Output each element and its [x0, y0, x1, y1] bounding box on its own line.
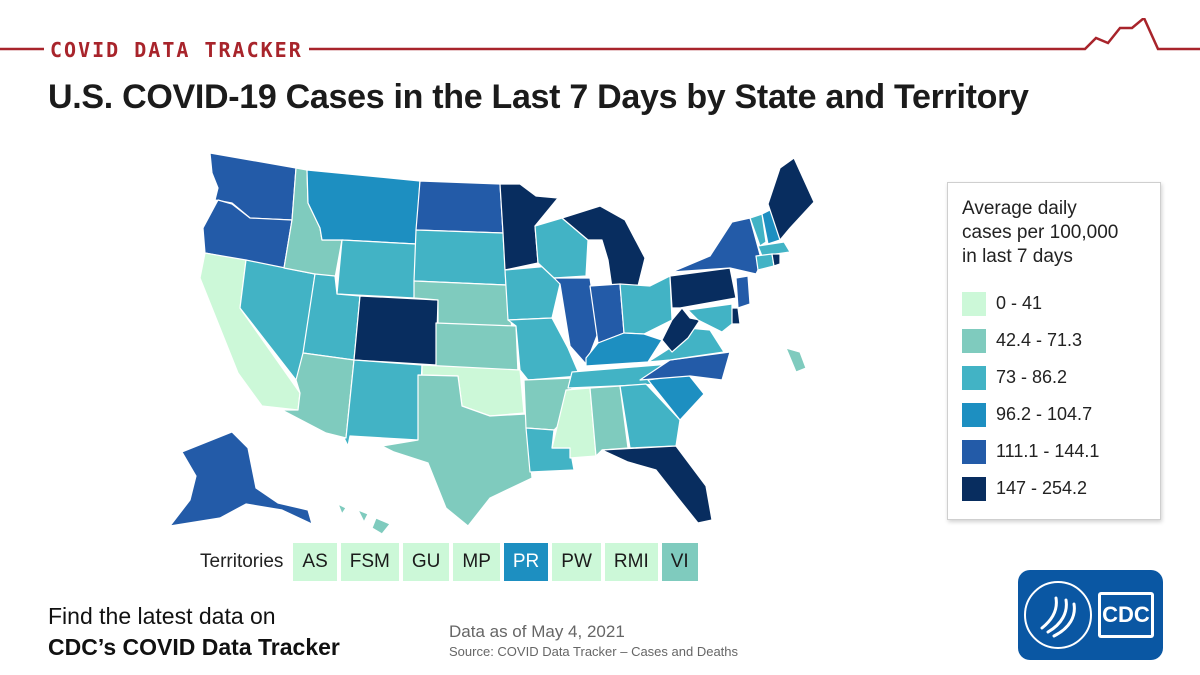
territory-MP[interactable]: MP — [453, 543, 500, 581]
legend-swatch — [962, 365, 986, 390]
legend-label: 147 - 254.2 — [996, 478, 1088, 498]
territories-title: Territories — [200, 551, 284, 572]
legend-item: 147 - 254.2 — [962, 470, 1146, 507]
state-GA[interactable] — [619, 383, 681, 449]
legend-title-line: cases per 100,000 — [962, 222, 1119, 243]
state-CO[interactable] — [353, 295, 439, 366]
state-KY[interactable] — [585, 332, 663, 367]
state-MD[interactable] — [687, 303, 733, 333]
legend-label: 73 - 86.2 — [996, 367, 1068, 387]
promo-line-2[interactable]: CDC’s COVID Data Tracker — [48, 634, 340, 660]
state-HI[interactable] — [337, 503, 347, 515]
us-choropleth-map — [150, 148, 940, 538]
legend-swatch — [962, 476, 986, 501]
cdc-logo-text: CDC — [1102, 602, 1150, 627]
data-source: Source: COVID Data Tracker – Cases and D… — [449, 644, 739, 659]
legend-swatch — [962, 328, 986, 353]
territory-FSM[interactable]: FSM — [340, 543, 399, 581]
state-TX[interactable] — [381, 374, 533, 527]
hhs-eagle-icon — [1040, 596, 1076, 638]
state-WY[interactable] — [336, 239, 417, 299]
cdc-logo: CDC — [1018, 570, 1163, 660]
legend-swatch — [962, 291, 986, 316]
hhs-seal-icon — [1024, 581, 1092, 649]
state-NJ[interactable] — [735, 275, 751, 309]
state-PA[interactable] — [669, 267, 737, 309]
territory-PR[interactable]: PR — [503, 543, 549, 581]
cdc-box-inner — [1101, 595, 1151, 635]
data-as-of: Data as of May 4, 2021 — [449, 622, 625, 641]
territory-VI[interactable]: VI — [661, 543, 698, 581]
state-VT[interactable] — [749, 213, 767, 247]
legend-label: 111.1 - 144.1 — [996, 441, 1100, 461]
promo-line-1: Find the latest data on — [48, 603, 276, 629]
legend-title-line: Average daily — [962, 198, 1077, 219]
territory-AS[interactable]: AS — [293, 543, 337, 581]
legend-label: 42.4 - 71.3 — [996, 330, 1083, 350]
state-HI-3[interactable] — [371, 517, 391, 535]
state-RI[interactable] — [771, 253, 781, 267]
territory-PW[interactable]: PW — [552, 543, 601, 581]
legend-item: 0 - 41 — [962, 285, 1146, 322]
state-AK[interactable] — [169, 431, 313, 527]
cdc-logo-svg: CDC — [1024, 581, 1154, 649]
state-KS[interactable] — [435, 322, 519, 374]
legend-label: 96.2 - 104.7 — [996, 404, 1093, 424]
legend-item: 96.2 - 104.7 — [962, 396, 1146, 433]
page-title: U.S. COVID-19 Cases in the Last 7 Days b… — [48, 78, 1029, 116]
legend: Average daily cases per 100,000 in last … — [947, 182, 1161, 520]
header-trend-line — [0, 18, 1200, 51]
state-MA[interactable] — [757, 241, 791, 257]
legend-title-line: in last 7 days — [962, 246, 1073, 267]
legend-item: 111.1 - 144.1 — [962, 433, 1146, 470]
state-WV[interactable] — [661, 307, 701, 353]
legend-swatch — [962, 402, 986, 427]
territories-row: Territories AS FSM GU MP PR PW RMI VI — [200, 543, 702, 581]
state-ND[interactable] — [415, 180, 504, 234]
legend-title: Average daily cases per 100,000 in last … — [962, 197, 1146, 269]
territory-RMI[interactable]: RMI — [604, 543, 658, 581]
state-HI-2[interactable] — [357, 509, 369, 523]
state-FL[interactable] — [601, 445, 713, 524]
state-NC[interactable] — [639, 351, 731, 381]
state-ME[interactable] — [767, 157, 815, 241]
state-CT[interactable] — [755, 253, 775, 271]
state-DC-marker — [785, 347, 807, 373]
state-MT[interactable] — [306, 169, 421, 245]
state-NY[interactable] — [671, 217, 763, 275]
trend-line — [0, 18, 1200, 51]
state-MO[interactable] — [507, 317, 581, 381]
legend-label: 0 - 41 — [996, 293, 1043, 313]
legend-swatch — [962, 439, 986, 464]
map-svg — [169, 152, 815, 535]
state-SD[interactable] — [413, 229, 507, 286]
territory-GU[interactable]: GU — [402, 543, 450, 581]
state-OH[interactable] — [619, 275, 673, 335]
state-NM[interactable] — [343, 359, 423, 447]
legend-item: 73 - 86.2 — [962, 359, 1146, 396]
legend-item: 42.4 - 71.3 — [962, 322, 1146, 359]
tracker-label: COVID DATA TRACKER — [44, 38, 309, 62]
legend-items: 0 - 41 42.4 - 71.3 73 - 86.2 96.2 - 104.… — [962, 285, 1146, 507]
